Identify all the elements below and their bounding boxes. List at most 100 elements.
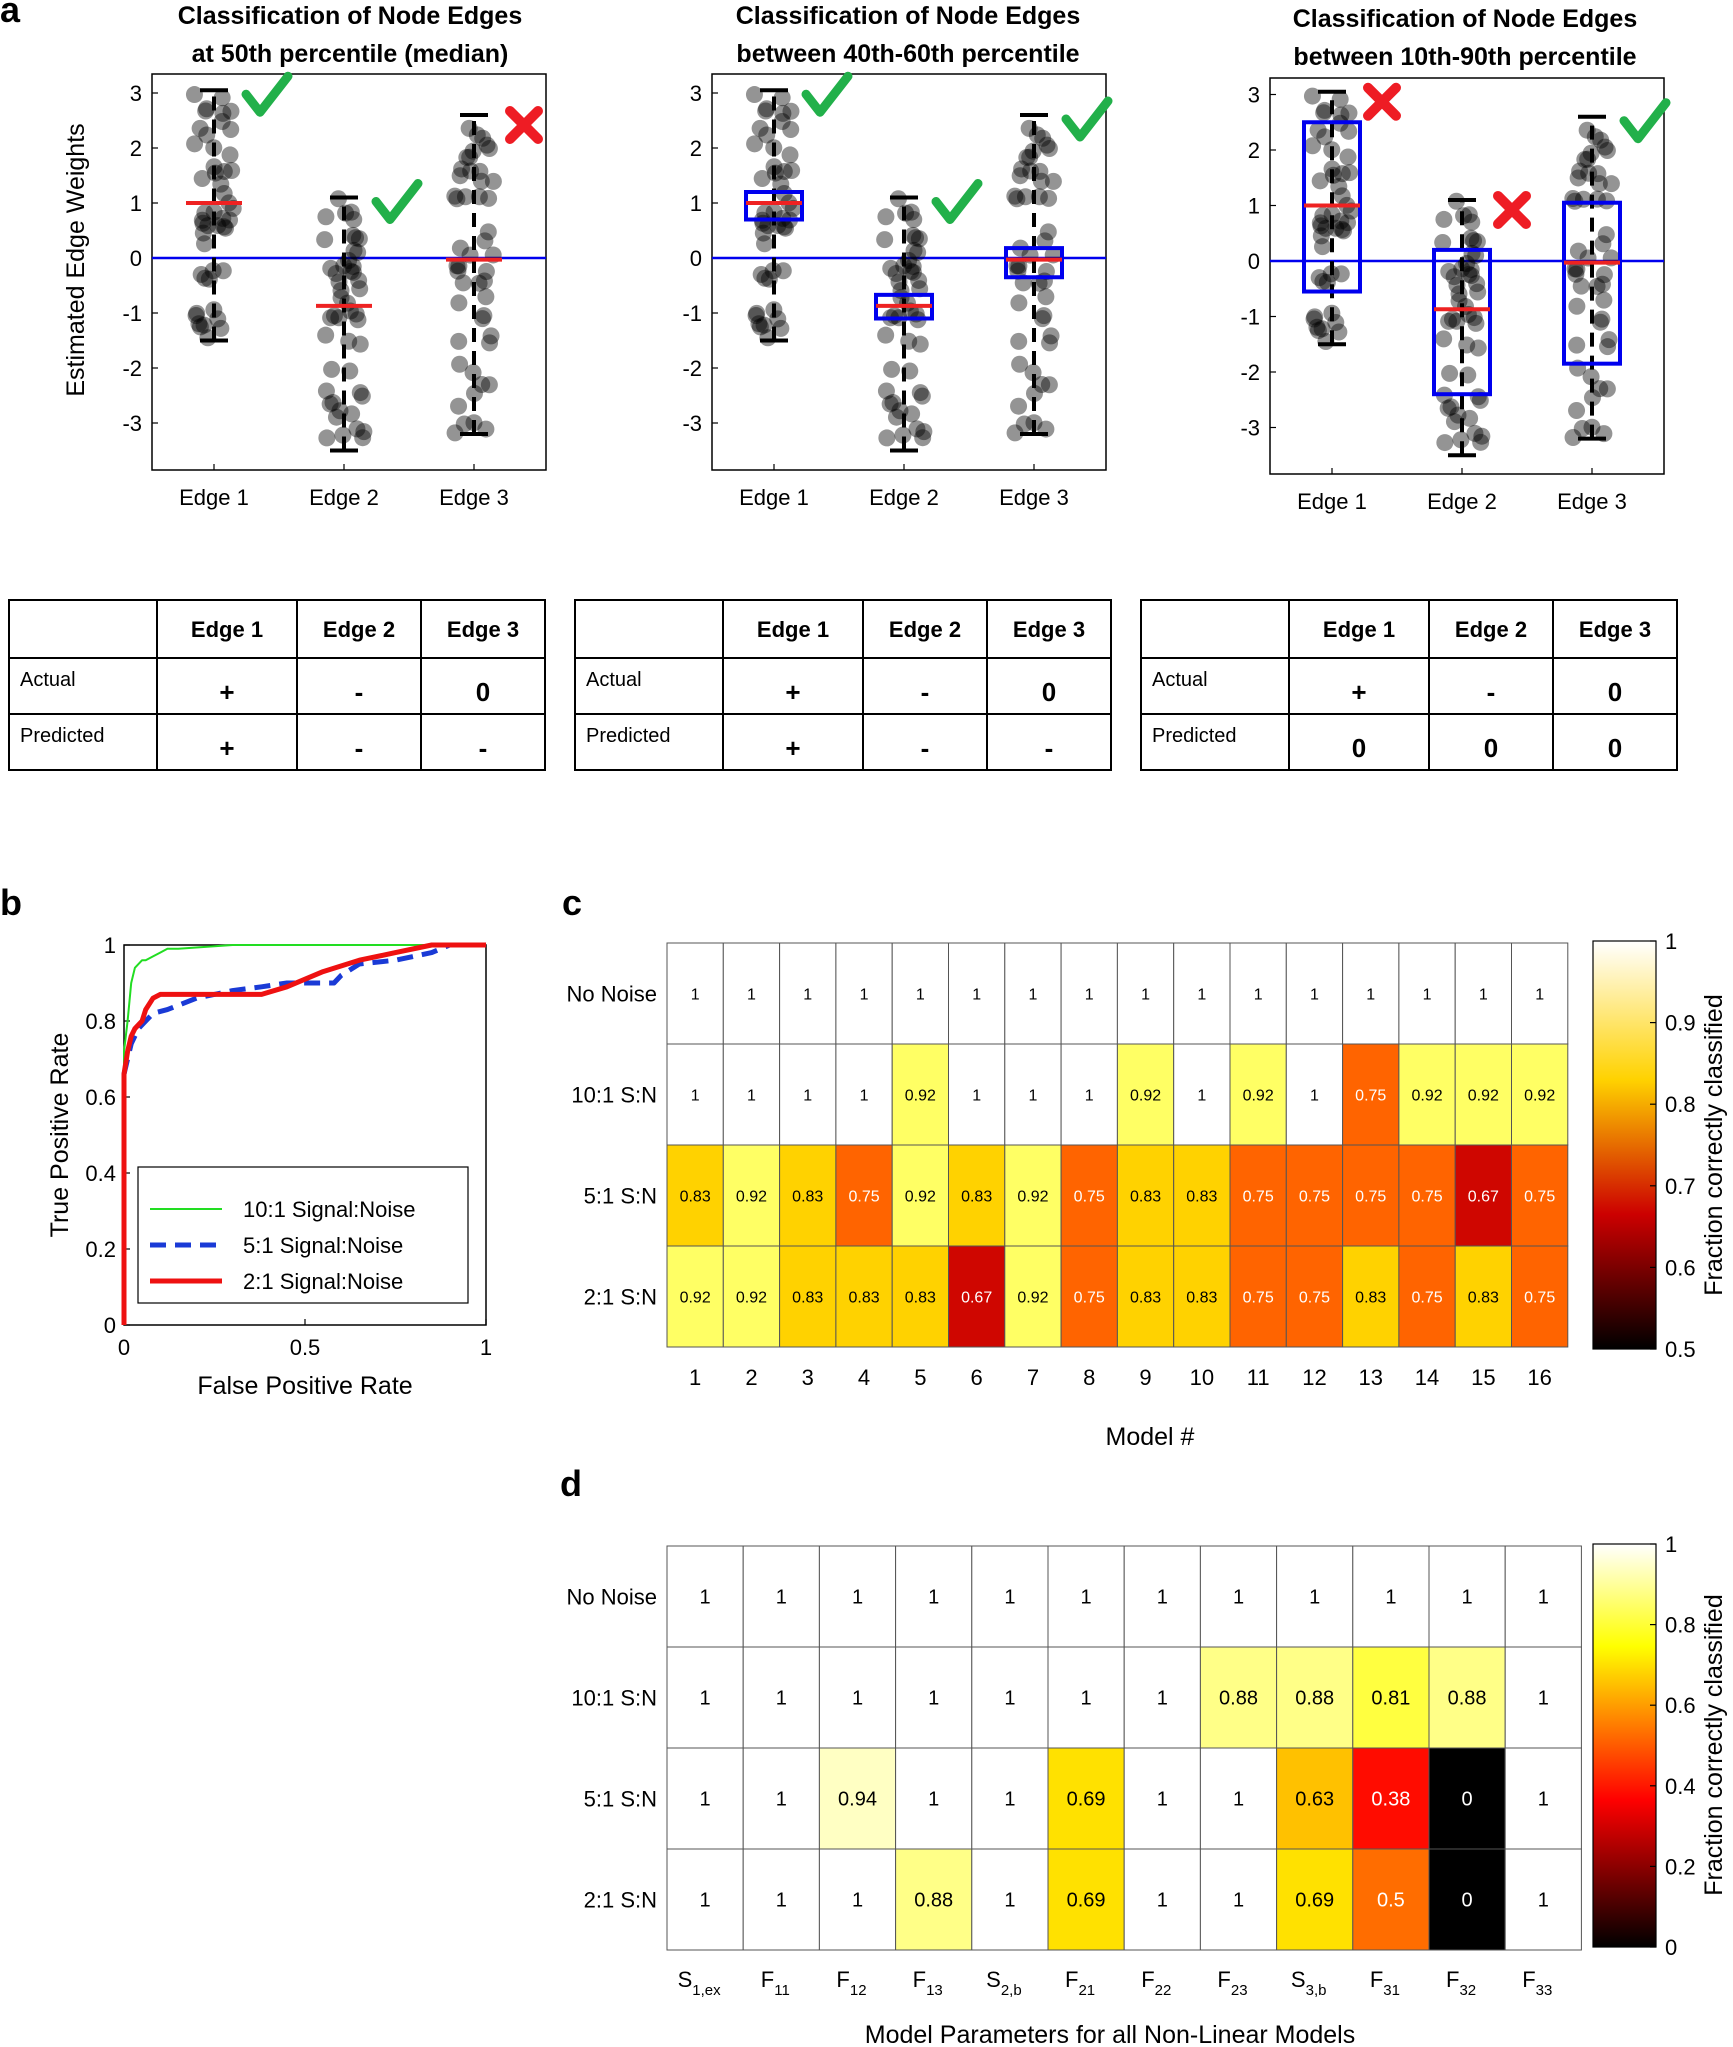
data-point	[891, 402, 909, 420]
data-point	[913, 387, 931, 405]
heatmap-c-value: 0.83	[1186, 1189, 1217, 1206]
heatmap-d-value: 1	[1233, 1587, 1244, 1609]
data-point	[196, 269, 214, 287]
heatmap-d-value: 1	[700, 1587, 711, 1609]
data-point	[330, 309, 348, 327]
heatmap-c-value: 1	[916, 987, 925, 1004]
data-point	[317, 208, 335, 226]
col-label-subscript: 13	[926, 1982, 943, 1999]
colorbar-d-tick-label: 0	[1665, 1935, 1677, 1960]
heatmap-c-cell	[948, 942, 1006, 1045]
heatmap-d-cell	[1199, 1848, 1278, 1951]
table-value-cell: +	[219, 677, 234, 707]
data-point	[1463, 213, 1481, 231]
data-point	[1037, 420, 1055, 438]
table-frame	[574, 599, 1112, 771]
heatmap-d-value: 1	[1538, 1890, 1549, 1912]
data-point	[1455, 207, 1473, 225]
colorbar-c-tick-label: 0.7	[1665, 1174, 1696, 1199]
data-point	[199, 329, 217, 347]
data-point	[1469, 339, 1487, 357]
data-point	[883, 360, 901, 378]
heatmap-c-cell	[1454, 1245, 1512, 1348]
table-header-cell: Edge 3	[1013, 617, 1085, 642]
table-header-cell: Edge 2	[889, 617, 961, 642]
data-point	[1441, 364, 1459, 382]
data-point	[754, 214, 772, 232]
data-point	[450, 397, 468, 415]
heatmap-c-value: 0.92	[736, 1290, 767, 1307]
data-point	[1598, 142, 1616, 160]
table-2: Edge 1 Edge 2 Edge 3 Actual + - 0 Predicted + - -	[574, 599, 1112, 771]
data-point	[330, 273, 348, 291]
col-label-base: F	[913, 1967, 926, 1992]
table-3: Edge 1 Edge 2 Edge 3 Actual + - 0 Predicted 0 0 0	[1140, 599, 1678, 771]
panel-label-b: b	[0, 882, 22, 923]
heatmap-d-value: 0.88	[1219, 1688, 1258, 1710]
data-point	[1314, 238, 1332, 256]
data-point	[322, 259, 340, 277]
table-row-label: Actual	[1152, 669, 1208, 691]
heatmap-c-value: 1	[972, 1088, 981, 1105]
data-point	[1304, 137, 1322, 155]
quantile-box	[1432, 247, 1492, 397]
ytick-label: -3	[1240, 416, 1260, 441]
data-point	[451, 355, 469, 373]
data-point	[345, 211, 363, 229]
heatmap-d-cell	[1352, 1646, 1430, 1749]
heatmap-c-value: 0.75	[1074, 1290, 1105, 1307]
data-point	[876, 231, 894, 249]
roc-ticks: 0 0.2 0.4 0.6 0.8 1 0 0.5 1	[85, 933, 492, 1360]
heatmap-d-cell	[1352, 1545, 1430, 1648]
data-point	[915, 423, 933, 441]
boxplot-2-marks: -3 -2 -1 0 1 2 3 Edge 1 Edge 2 Edge 3	[682, 71, 1113, 510]
data-point	[317, 382, 335, 400]
data-point	[1582, 144, 1600, 162]
heatmap-c-value: 0.92	[1017, 1189, 1048, 1206]
heatmap-c-value: 0.75	[1524, 1189, 1555, 1206]
ytick-label: 2	[1248, 138, 1260, 163]
heatmap-c-cell	[948, 1043, 1006, 1146]
table-row-label: Actual	[20, 669, 76, 691]
data-point	[1308, 318, 1326, 336]
data-point	[905, 241, 923, 259]
data-point	[765, 203, 783, 221]
roc-lines	[121, 942, 486, 1325]
roc-curve-1	[123, 944, 486, 1325]
data-point	[1443, 310, 1461, 328]
heatmap-d-cell	[1428, 1545, 1506, 1648]
data-point	[1021, 148, 1039, 166]
heatmap-c-cell	[835, 1144, 893, 1247]
data-point	[1458, 336, 1476, 354]
legend-label-5to1: 5:1 Signal:Noise	[243, 1233, 403, 1258]
data-point	[914, 429, 932, 447]
heatmap-c-value: 0.83	[1355, 1290, 1386, 1307]
data-point	[478, 136, 496, 154]
heatmap-c-value: 0.75	[1411, 1290, 1442, 1307]
heatmap-d-xlabel: Model Parameters for all Non-Linear Mode…	[865, 2021, 1356, 2047]
data-point	[887, 408, 905, 426]
data-point	[772, 319, 790, 337]
heatmap-d-cell	[1504, 1747, 1582, 1850]
data-point	[327, 408, 345, 426]
heatmap-c-col-label: 10	[1190, 1365, 1214, 1390]
data-point	[773, 112, 791, 130]
table-header-cell: Edge 3	[1579, 617, 1651, 642]
heatmap-c-cell	[1004, 1245, 1062, 1348]
data-point	[903, 405, 921, 423]
data-point	[1586, 128, 1604, 146]
data-point	[1435, 210, 1453, 228]
data-point	[1333, 220, 1351, 238]
heatmap-d-cell	[818, 1747, 897, 1850]
col-label-subscript: 33	[1536, 1982, 1553, 1999]
data-point	[1592, 131, 1610, 149]
heatmap-c-cell	[1060, 942, 1118, 1045]
data-point	[752, 265, 770, 283]
data-point	[1583, 389, 1601, 407]
ytick-label: -2	[682, 356, 702, 381]
col-label-subscript: 32	[1459, 1982, 1476, 1999]
data-point	[773, 89, 791, 107]
data-point	[188, 304, 206, 322]
col-label-subscript: 11	[774, 1982, 790, 1999]
data-point	[204, 262, 222, 280]
